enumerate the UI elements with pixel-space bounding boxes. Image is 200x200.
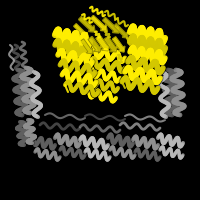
Polygon shape	[74, 24, 88, 38]
Polygon shape	[96, 36, 110, 51]
Polygon shape	[80, 39, 93, 54]
Polygon shape	[114, 24, 128, 38]
Polygon shape	[104, 37, 118, 52]
Polygon shape	[103, 18, 119, 33]
Polygon shape	[112, 37, 125, 52]
Polygon shape	[91, 16, 107, 31]
Polygon shape	[88, 37, 102, 52]
Polygon shape	[79, 17, 95, 32]
